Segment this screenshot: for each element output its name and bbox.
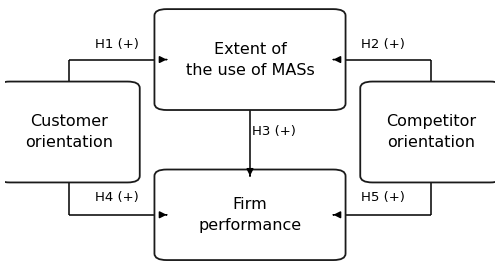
Text: Competitor
orientation: Competitor orientation [386,114,476,150]
Text: Firm
performance: Firm performance [198,197,302,233]
FancyBboxPatch shape [154,169,346,260]
Text: H1 (+): H1 (+) [95,37,138,50]
FancyBboxPatch shape [154,9,346,110]
Text: H2 (+): H2 (+) [362,37,405,50]
Text: Extent of
the use of MASs: Extent of the use of MASs [186,41,314,78]
Text: H5 (+): H5 (+) [362,191,405,205]
Text: H4 (+): H4 (+) [95,191,138,205]
FancyBboxPatch shape [0,82,140,182]
Text: H3 (+): H3 (+) [252,125,296,139]
Text: Customer
orientation: Customer orientation [24,114,112,150]
FancyBboxPatch shape [360,82,500,182]
